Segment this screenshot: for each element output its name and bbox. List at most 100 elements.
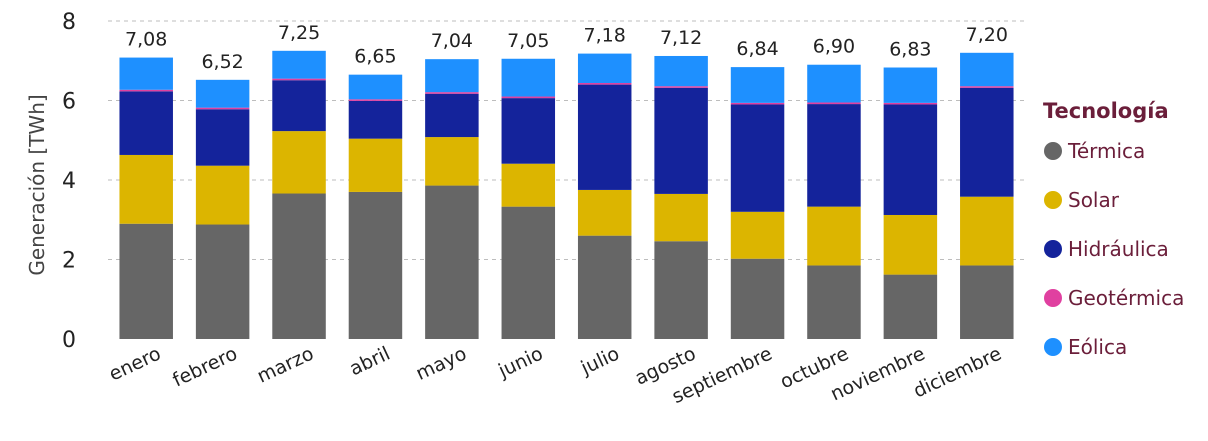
x-tick-label: abril [346, 343, 393, 381]
y-axis-label: Generación [TWh] [25, 94, 49, 275]
x-tick-label: mayo [413, 343, 470, 385]
bar-segment [425, 59, 479, 93]
bar-segment [730, 258, 785, 339]
x-tick-label: julio [577, 343, 623, 380]
legend-label: Térmica [1067, 139, 1145, 163]
total-data-label: 7,25 [278, 22, 320, 44]
y-tick-label: 0 [62, 328, 76, 353]
legend-label: Solar [1068, 188, 1120, 212]
bar-segment [577, 235, 632, 339]
bar-segment [807, 102, 861, 105]
bar-segment [195, 79, 250, 108]
bar-segment [119, 89, 173, 92]
bar-segment [730, 104, 785, 212]
x-tick-label: marzo [254, 343, 317, 388]
bar-segment [883, 274, 938, 339]
bar-segment [425, 185, 479, 339]
legend-title: Tecnología [1043, 99, 1169, 123]
bar-segment [960, 196, 1014, 266]
bar-segment [348, 99, 403, 101]
x-tick-label: junio [494, 343, 546, 383]
gridlines [108, 20, 1025, 260]
x-tick-label: diciembre [910, 343, 1005, 403]
bar-segment [348, 191, 403, 339]
bar-segment [654, 193, 708, 242]
bar-segment [577, 83, 632, 85]
bar-segment [272, 80, 326, 132]
bar-segment [577, 84, 632, 190]
legend-marker [1044, 338, 1062, 356]
bar-segment [730, 211, 785, 259]
bars [119, 50, 1014, 339]
legend-marker [1044, 240, 1062, 258]
legend: Tecnología Térmica Solar Hidráulica Geotérm… [1043, 99, 1184, 359]
y-tick-label: 4 [62, 169, 76, 194]
bar-segment [425, 92, 479, 94]
total-data-label: 7,12 [660, 27, 702, 49]
bar-segment [119, 57, 173, 90]
total-data-label: 7,18 [584, 25, 626, 47]
bar-segment [960, 265, 1014, 339]
bar-segment [119, 154, 173, 224]
bar-segment [883, 67, 938, 103]
bar-segment [807, 64, 861, 103]
bar-segment [730, 67, 785, 103]
bar-segment [425, 93, 479, 138]
legend-label: Hidráulica [1068, 237, 1169, 261]
total-data-label: 6,84 [736, 38, 778, 60]
bar-segment [119, 223, 173, 339]
bar-segment [960, 86, 1014, 88]
bar-segment [501, 163, 556, 207]
x-tick-label: enero [106, 343, 165, 386]
bar-segment [272, 50, 326, 79]
legend-label: Eólica [1068, 335, 1127, 359]
y-tick-label: 6 [62, 90, 76, 115]
total-data-label: 7,05 [507, 30, 549, 52]
bar-segment [501, 96, 556, 99]
total-data-label: 6,65 [354, 46, 396, 68]
bar-segment [654, 55, 708, 87]
bar-segment [195, 224, 250, 339]
bar-segment [654, 87, 708, 194]
legend-marker [1044, 289, 1062, 307]
bar-segment [730, 102, 785, 105]
bar-segment [654, 241, 708, 339]
bar-segment [883, 214, 938, 275]
bar-segment [195, 109, 250, 166]
legend-marker [1044, 191, 1062, 209]
y-tick-label: 2 [62, 249, 76, 274]
total-data-label: 7,08 [125, 29, 167, 51]
bar-segment [348, 74, 403, 100]
bar-segment [272, 131, 326, 194]
bar-segment [960, 87, 1014, 197]
y-tick-label: 8 [62, 10, 76, 35]
bar-segment [577, 53, 632, 84]
total-data-label: 7,04 [431, 30, 473, 52]
bar-segment [883, 102, 938, 105]
total-data-label: 6,83 [889, 39, 931, 61]
total-data-label: 6,90 [813, 36, 855, 58]
bar-segment [654, 86, 708, 88]
bar-segment [501, 206, 556, 339]
bar-segment [272, 193, 326, 339]
bar-segment [272, 78, 326, 81]
bar-segment [348, 138, 403, 192]
bar-segment [195, 165, 250, 225]
x-tick-label: febrero [169, 343, 240, 392]
bar-segment [577, 189, 632, 236]
bar-segment [195, 107, 250, 110]
bar-segment [883, 104, 938, 215]
bar-segment [807, 265, 861, 339]
legend-marker [1044, 142, 1062, 160]
total-data-label: 6,52 [201, 51, 243, 73]
bar-segment [807, 206, 861, 266]
legend-label: Geotérmica [1068, 286, 1184, 310]
total-data-label: 7,20 [966, 24, 1008, 46]
bar-segment [425, 137, 479, 186]
bar-segment [960, 52, 1014, 87]
bar-segment [501, 58, 556, 97]
bar-segment [119, 91, 173, 155]
bar-segment [348, 100, 403, 139]
